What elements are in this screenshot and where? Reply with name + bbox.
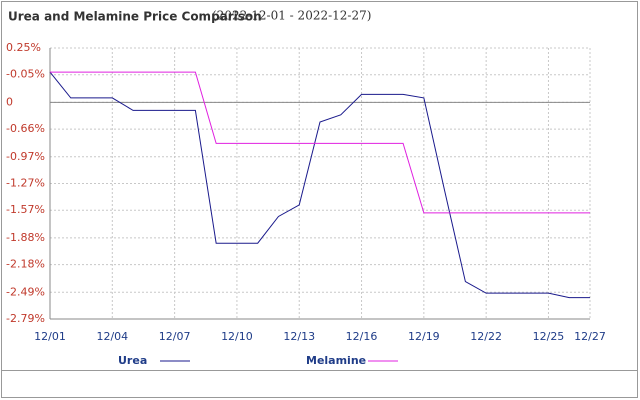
series-line [49, 71, 590, 299]
y-tick-label: -0.66% [6, 122, 45, 135]
chart-subtitle: (2022-12-01 - 2022-12-27) [212, 9, 371, 23]
chart-title: Urea and Melamine Price Comparison [8, 10, 262, 24]
y-tick-label: -1.88% [6, 231, 45, 244]
y-tick-label: -0.97% [6, 150, 45, 163]
x-tick-label: 12/04 [96, 330, 128, 343]
x-tick-label: 12/13 [283, 330, 315, 343]
x-tick-label: 12/16 [346, 330, 378, 343]
y-tick-label: 0 [6, 95, 13, 108]
y-tick-label: -1.27% [6, 177, 45, 190]
y-tick-label: 0.25% [6, 41, 41, 54]
x-tick-label: 12/10 [221, 330, 253, 343]
y-tick-label: -2.49% [6, 285, 45, 298]
x-tick-label: 12/22 [470, 330, 502, 343]
y-tick-label: -1.57% [6, 203, 45, 216]
y-tick-label: -2.79% [6, 312, 45, 325]
legend-label: Urea [118, 354, 147, 367]
series-line [50, 71, 590, 214]
y-tick-label: -2.18% [6, 258, 45, 271]
x-tick-label: 12/07 [159, 330, 191, 343]
legend-label: Melamine [306, 354, 366, 367]
y-tick-label: -0.05% [6, 68, 45, 81]
x-tick-label: 12/27 [574, 330, 606, 343]
x-tick-label: 12/19 [408, 330, 440, 343]
x-tick-label: 12/25 [533, 330, 565, 343]
x-tick-label: 12/01 [34, 330, 66, 343]
